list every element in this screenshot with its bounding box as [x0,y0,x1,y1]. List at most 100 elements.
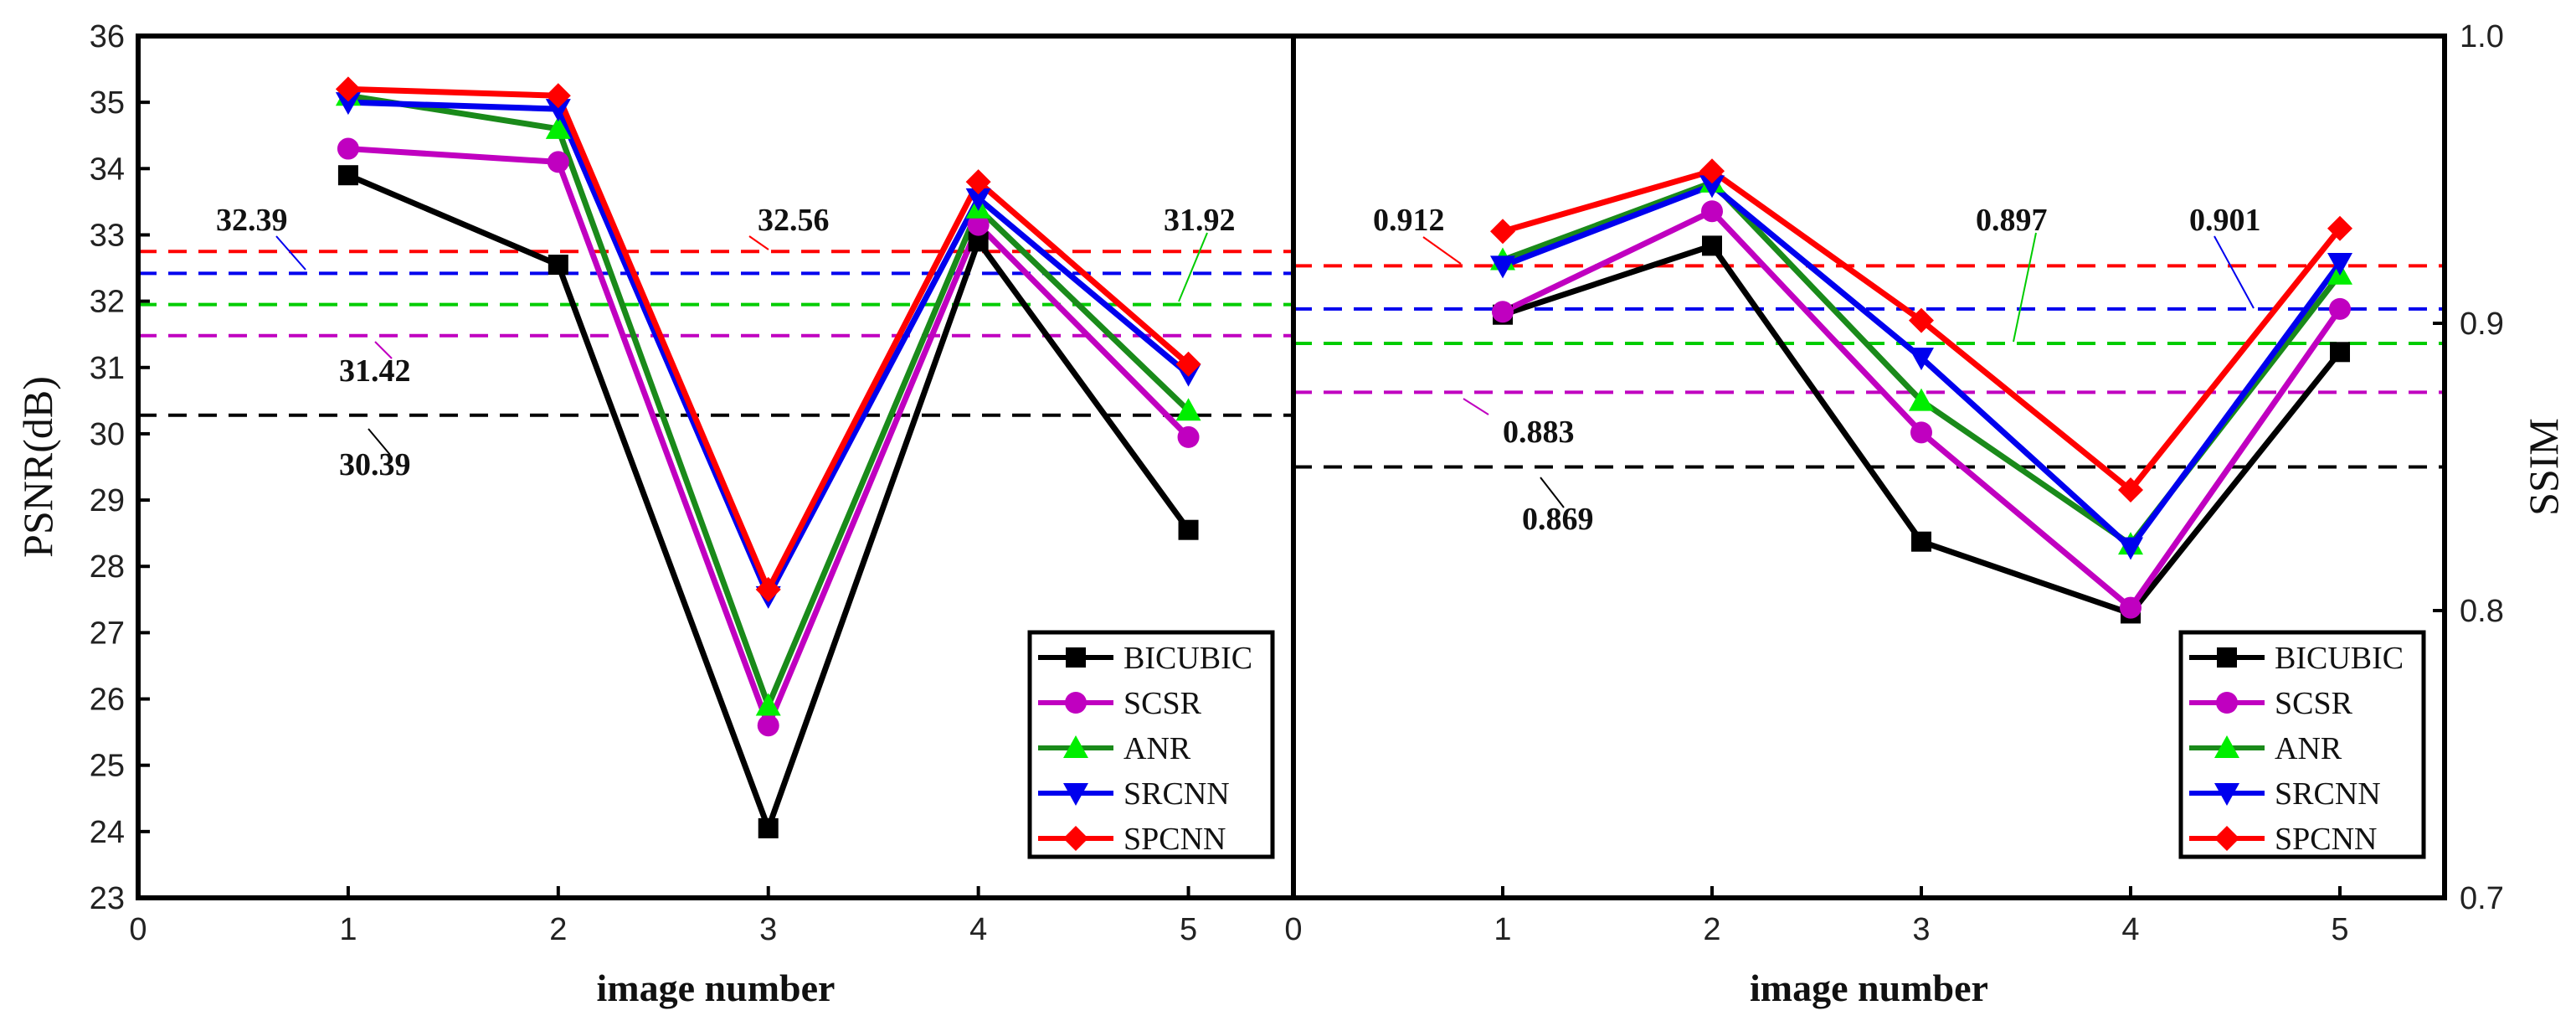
legend-marker-bicubic [2217,647,2237,668]
x-tick-label: 4 [969,912,987,947]
y-tick-label: 23 [90,881,125,916]
leader-line-scsr [374,341,393,359]
y-tick-label: 31 [90,351,125,386]
point-spcnn-5 [2327,215,2352,241]
leader-line-spcnn [748,235,769,250]
leader-line-spcnn [1422,236,1462,265]
legend-label-scsr: SCSR [2275,686,2353,721]
x-tick-label: 2 [1703,912,1720,947]
y-tick-label: 0.7 [2460,881,2504,916]
point-srcnn-4 [2118,537,2143,560]
point-bicubic-2 [1702,235,1722,256]
point-scsr-4 [2120,596,2142,619]
point-bicubic-3 [1911,531,1931,552]
x-axis-label: image number [1750,967,1988,1009]
y-tick-label: 34 [90,152,125,187]
point-spcnn-1 [1490,219,1515,245]
point-srcnn-2 [1699,175,1725,198]
point-spcnn-1 [335,76,361,102]
x-tick-label: 5 [2331,912,2348,947]
point-scsr-1 [1492,301,1514,323]
y-tick-label: 28 [90,549,125,585]
point-scsr-3 [1910,421,1932,444]
legend-label-bicubic: BICUBIC [2275,641,2404,676]
point-anr-5 [1175,398,1201,421]
mean-label-srcnn: 32.39 [216,203,288,238]
point-scsr-5 [1177,425,1200,448]
point-scsr-1 [337,137,359,160]
series-line-srcnn [347,99,1190,600]
mean-label-spcnn: 0.912 [1373,203,1445,238]
mean-label-anr: 0.897 [1976,203,2048,238]
x-tick-label: 0 [129,912,147,947]
series-line-spcnn [347,85,1190,593]
mean-label-bicubic: 0.869 [1522,502,1594,537]
y-tick-label: 30 [90,417,125,452]
legend-label-spcnn: SPCNN [2275,822,2378,857]
point-bicubic-5 [2330,342,2350,363]
mean-label-anr: 31.92 [1164,203,1236,238]
y-tick-label: 1.0 [2460,19,2504,54]
y-tick-label: 33 [90,218,125,253]
point-spcnn-4 [2118,477,2143,503]
y-tick-label: 36 [90,19,125,54]
leader-line-scsr [1463,398,1489,415]
y-tick-label: 25 [90,749,125,784]
y-tick-label: 32 [90,285,125,320]
legend-marker-scsr [2216,692,2238,714]
panel-right: 0.912 0.901 0.897 0.883 0.869 0 1 2 3 4 5 0.7 0.8 0.9… [1284,19,2567,1009]
y-tick-label: 0.9 [2460,307,2504,342]
leader-line-srcnn [275,235,306,271]
x-tick-label: 2 [549,912,567,947]
point-scsr-5 [2329,297,2351,320]
legend-marker-spcnn [2214,826,2239,851]
mean-label-bicubic: 30.39 [339,447,411,482]
legend-box [1027,630,1275,859]
leader-line-bicubic [368,428,391,456]
x-tick-label: 1 [339,912,357,947]
series-line-anr [347,92,1190,709]
legend-marker-srcnn [2214,783,2239,806]
y-tick-label: 26 [90,683,125,718]
legend: BICUBIC SCSR ANR SRCNN SPCNN [1027,630,1275,859]
point-anr-2 [545,116,571,139]
x-tick-label: 3 [759,912,777,947]
leader-line-bicubic [1540,477,1565,508]
leader-line-srcnn [2214,235,2255,309]
point-spcnn-3 [1909,307,1934,333]
point-srcnn-2 [545,99,571,122]
point-spcnn-5 [1175,351,1201,377]
legend-marker-srcnn [1063,783,1088,806]
point-bicubic-2 [548,255,568,276]
point-srcnn-5 [2327,252,2352,276]
legend-label-srcnn: SRCNN [1123,776,1230,812]
legend-marker-bicubic [1066,647,1086,668]
legend-marker-anr [1063,735,1088,758]
x-tick-label: 4 [2121,912,2139,947]
y-axis-label: PSNR(dB) [14,376,61,558]
point-spcnn-4 [965,169,991,195]
point-bicubic-5 [1178,519,1199,540]
y-tick-label: 0.8 [2460,594,2504,629]
point-anr-3 [755,693,781,716]
point-bicubic-1 [337,165,358,186]
legend-label-bicubic: BICUBIC [1123,641,1252,676]
y-tick-label: 29 [90,483,125,518]
y-tick-label: 35 [90,85,125,121]
legend-label-anr: ANR [1123,731,1191,766]
x-axis-label: image number [597,967,836,1009]
leader-line-anr [2013,232,2037,343]
x-tick-label: 1 [1494,912,1511,947]
point-scsr-2 [1701,200,1723,223]
mean-label-srcnn: 0.901 [2189,203,2261,238]
legend: BICUBIC SCSR ANR SRCNN SPCNN [2178,630,2426,859]
x-tick-label: 5 [1180,912,1197,947]
legend-marker-anr [2214,735,2239,758]
y-tick-label: 27 [90,616,125,651]
leader-line-anr [1178,232,1208,302]
y-axis-label: SSIM [2520,418,2567,516]
point-spcnn-2 [1699,158,1725,184]
point-scsr-3 [757,714,779,737]
point-anr-3 [1909,388,1934,411]
